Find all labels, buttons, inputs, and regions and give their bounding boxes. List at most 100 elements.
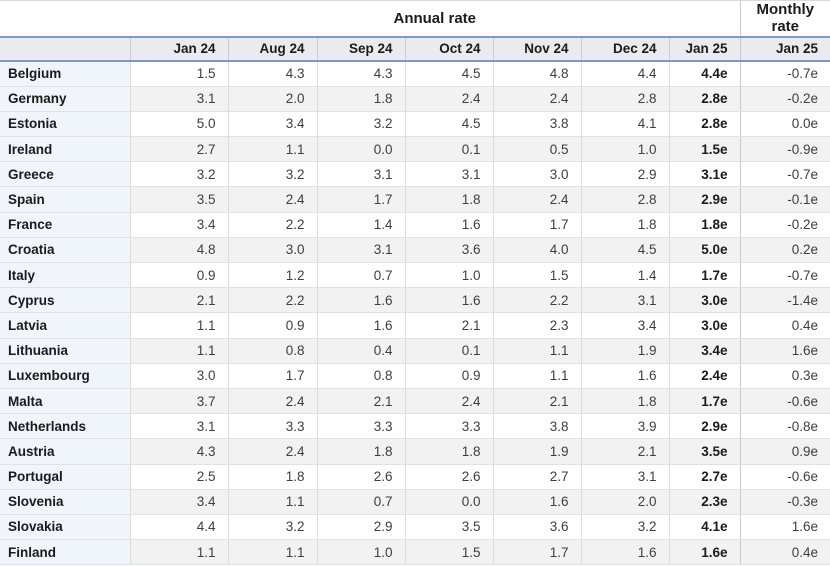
monthly-month-column-header: Jan 25 [739, 35, 830, 62]
table-body: Belgium 1.5 4.3 4.3 4.5 4.8 4.4 4.4e -0.… [0, 60, 830, 566]
rate-cell: 1.6 [580, 363, 669, 389]
jan25-estimate-cell: 3.0e [668, 287, 740, 314]
rate-cell: 0.0 [404, 489, 493, 515]
rate-cell: 1.7 [316, 186, 405, 213]
country-cell: Belgium [0, 60, 130, 87]
rate-cell: 1.1 [227, 136, 317, 163]
rate-cell: 3.1 [129, 86, 228, 112]
country-cell: Cyprus [0, 287, 130, 314]
rate-cell: 0.1 [404, 338, 493, 364]
jan25-estimate-cell: 3.4e [668, 338, 740, 364]
rate-cell: 1.4 [580, 262, 669, 289]
jan25-estimate-cell: 1.7e [668, 388, 740, 415]
monthly-rate-cell: 0.0e [739, 111, 830, 138]
monthly-rate-header: Monthly rate [739, 0, 830, 37]
rate-cell: 3.2 [129, 161, 228, 188]
rate-cell: 4.5 [404, 111, 493, 138]
monthly-rate-cell: -0.6e [739, 388, 830, 415]
rate-cell: 3.2 [580, 514, 669, 541]
rate-cell: 0.8 [316, 363, 405, 389]
rate-cell: 3.1 [580, 287, 669, 314]
rate-cell: 2.9 [316, 514, 405, 541]
country-cell: Spain [0, 186, 130, 213]
rate-cell: 1.0 [580, 136, 669, 163]
monthly-rate-cell: -0.7e [739, 262, 830, 289]
rate-cell: 1.9 [492, 438, 581, 465]
monthly-rate-cell: -0.7e [739, 161, 830, 188]
rate-cell: 3.4 [227, 111, 317, 138]
table-row: Austria 4.3 2.4 1.8 1.8 1.9 2.1 3.5e 0.9… [0, 438, 830, 465]
rate-cell: 1.5 [129, 60, 228, 87]
rate-cell: 4.5 [580, 237, 669, 264]
rate-cell: 1.0 [316, 539, 405, 566]
table-row: Belgium 1.5 4.3 4.3 4.5 4.8 4.4 4.4e -0.… [0, 60, 830, 87]
rate-cell: 1.7 [227, 363, 317, 389]
rate-cell: 4.1 [580, 111, 669, 138]
table-row: Portugal 2.5 1.8 2.6 2.6 2.7 3.1 2.7e -0… [0, 464, 830, 490]
rate-cell: 2.9 [580, 161, 669, 188]
jan25-estimate-cell: 1.6e [668, 539, 740, 566]
rate-cell: 1.5 [492, 262, 581, 289]
country-cell: Slovenia [0, 489, 130, 515]
country-cell: Estonia [0, 111, 130, 138]
jan25-estimate-cell: 1.5e [668, 136, 740, 163]
country-cell: Slovakia [0, 514, 130, 541]
rate-cell: 0.5 [492, 136, 581, 163]
rate-cell: 1.1 [492, 338, 581, 364]
rate-cell: 3.8 [492, 111, 581, 138]
monthly-rate-cell: 0.4e [739, 312, 830, 339]
rate-cell: 2.3 [492, 312, 581, 339]
table-row: Netherlands 3.1 3.3 3.3 3.3 3.8 3.9 2.9e… [0, 413, 830, 440]
rate-cell: 2.7 [129, 136, 228, 163]
rate-cell: 5.0 [129, 111, 228, 138]
rate-cell: 1.8 [227, 464, 317, 490]
table-row: Luxembourg 3.0 1.7 0.8 0.9 1.1 1.6 2.4e … [0, 363, 830, 389]
rate-cell: 3.8 [492, 413, 581, 440]
month-header-row: Jan 24 Aug 24 Sep 24 Oct 24 Nov 24 Dec 2… [0, 35, 830, 62]
jan25-estimate-cell: 3.0e [668, 312, 740, 339]
table-row: Estonia 5.0 3.4 3.2 4.5 3.8 4.1 2.8e 0.0… [0, 111, 830, 138]
table-row: Spain 3.5 2.4 1.7 1.8 2.4 2.8 2.9e -0.1e [0, 186, 830, 213]
rate-cell: 2.6 [316, 464, 405, 490]
jan25-estimate-cell: 2.8e [668, 111, 740, 138]
country-cell: France [0, 212, 130, 238]
rate-cell: 3.9 [580, 413, 669, 440]
rate-cell: 3.4 [129, 212, 228, 238]
rate-cell: 4.4 [129, 514, 228, 541]
rate-cell: 4.8 [492, 60, 581, 87]
jan25-estimate-cell: 4.1e [668, 514, 740, 541]
rate-cell: 2.1 [580, 438, 669, 465]
table-row: France 3.4 2.2 1.4 1.6 1.7 1.8 1.8e -0.2… [0, 212, 830, 238]
rate-cell: 3.3 [227, 413, 317, 440]
table-row: Lithuania 1.1 0.8 0.4 0.1 1.1 1.9 3.4e 1… [0, 338, 830, 364]
country-cell: Germany [0, 86, 130, 112]
rate-cell: 1.6 [404, 212, 493, 238]
month-column-header: Dec 24 [580, 35, 669, 62]
rate-cell: 2.8 [580, 86, 669, 112]
country-cell: Austria [0, 438, 130, 465]
jan25-estimate-cell: 2.9e [668, 413, 740, 440]
country-cell: Portugal [0, 464, 130, 490]
rate-cell: 1.8 [580, 212, 669, 238]
rate-cell: 2.4 [227, 186, 317, 213]
jan25-estimate-cell: 5.0e [668, 237, 740, 264]
country-cell: Netherlands [0, 413, 130, 440]
month-column-header: Nov 24 [492, 35, 581, 62]
rate-cell: 0.8 [227, 338, 317, 364]
country-cell: Finland [0, 539, 130, 566]
rate-cell: 2.4 [492, 186, 581, 213]
corner-cell [0, 0, 130, 37]
rate-cell: 1.7 [492, 212, 581, 238]
month-column-header: Oct 24 [404, 35, 493, 62]
rate-cell: 3.5 [129, 186, 228, 213]
rate-cell: 2.2 [227, 287, 317, 314]
rate-cell: 2.8 [580, 186, 669, 213]
rate-cell: 2.0 [580, 489, 669, 515]
rate-cell: 1.6 [580, 539, 669, 566]
monthly-rate-cell: 1.6e [739, 514, 830, 541]
rate-cell: 1.8 [404, 186, 493, 213]
rate-cell: 0.4 [316, 338, 405, 364]
rate-cell: 4.0 [492, 237, 581, 264]
rate-cell: 3.1 [580, 464, 669, 490]
rate-cell: 4.4 [580, 60, 669, 87]
